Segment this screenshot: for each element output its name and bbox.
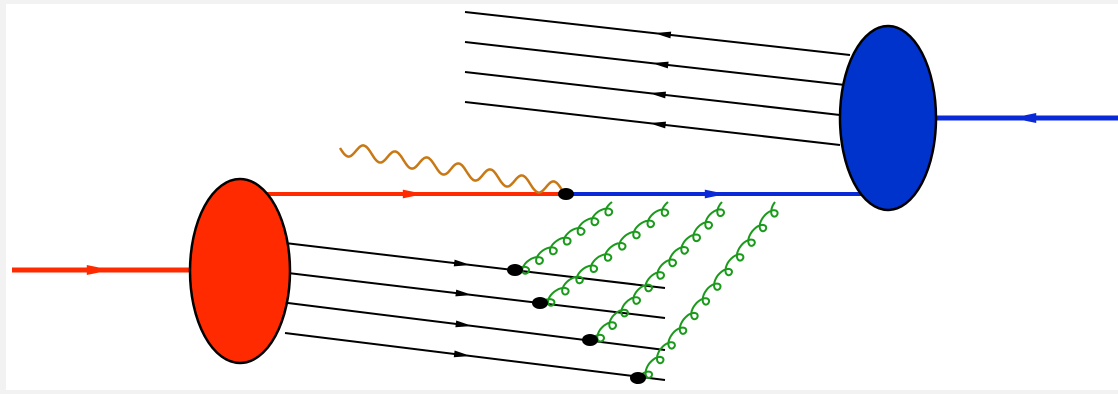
vertex bbox=[507, 264, 523, 276]
red-blob bbox=[190, 179, 290, 363]
diagram bbox=[0, 0, 1118, 394]
diagram-frame bbox=[0, 0, 1118, 394]
blue-blob bbox=[840, 26, 936, 210]
vertex bbox=[558, 188, 574, 200]
vertex bbox=[532, 297, 548, 309]
vertex bbox=[630, 372, 646, 384]
vertex bbox=[582, 334, 598, 346]
